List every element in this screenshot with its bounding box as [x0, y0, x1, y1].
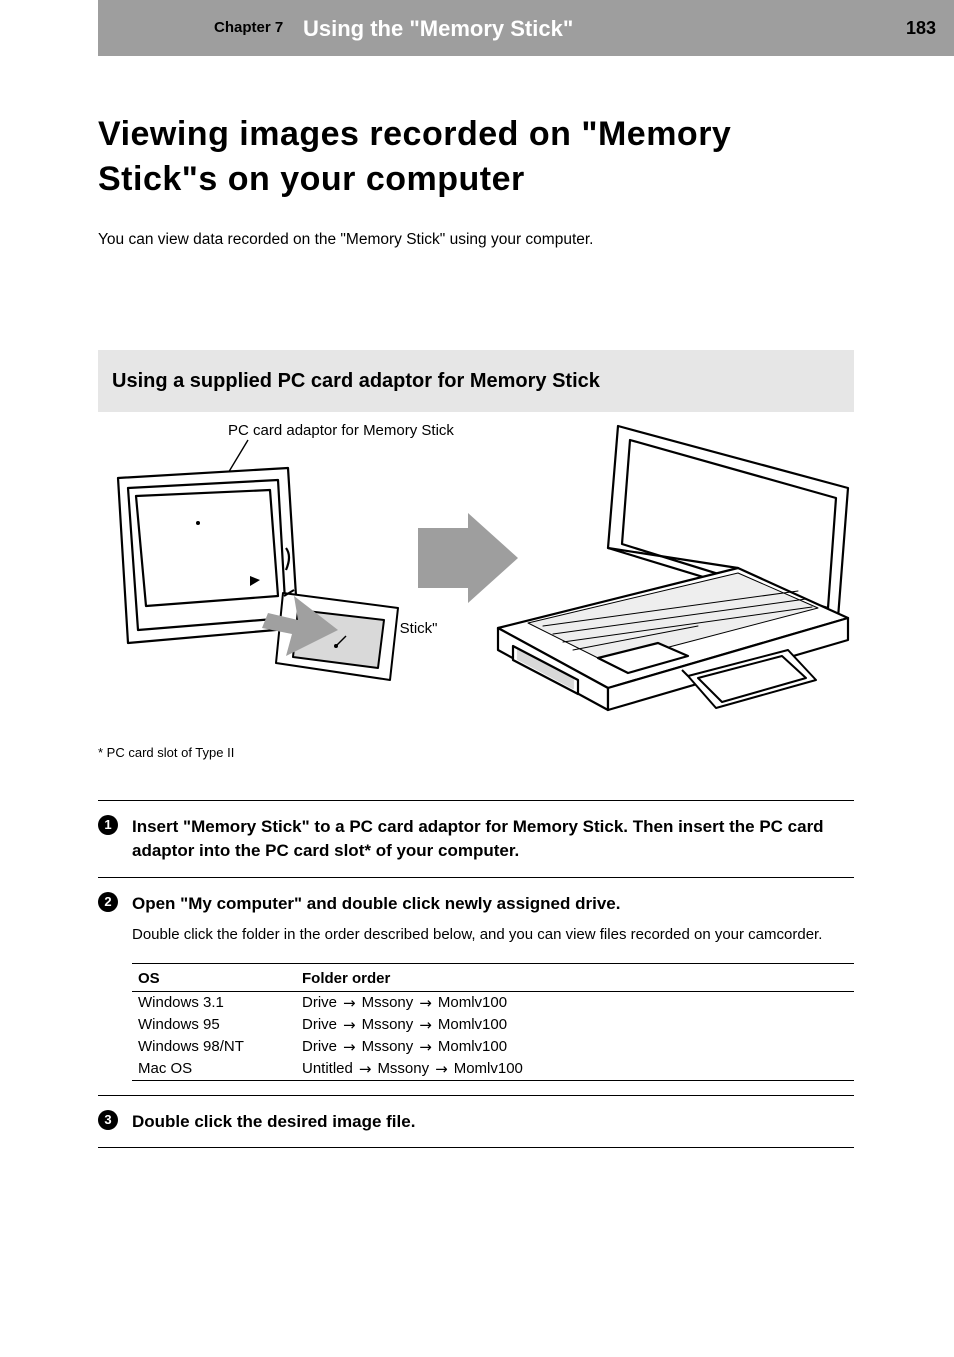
step-1-text: Insert "Memory Stick" to a PC card adapt…	[132, 815, 854, 863]
arrow-icon: →	[343, 1038, 356, 1056]
folder-part-1: Untitled	[302, 1060, 353, 1077]
page: 183 Chapter 7 Using the "Memory Stick" V…	[0, 0, 954, 1357]
table-row: Windows 98/NT Drive → Mssony → Momlv100	[132, 1036, 854, 1058]
table-row: Windows 95 Drive → Mssony → Momlv100	[132, 1014, 854, 1036]
arrow-icon: →	[435, 1060, 448, 1078]
chapter-number: Chapter 7	[214, 19, 283, 36]
step-3: 3 Double click the desired image file.	[98, 1095, 854, 1149]
folder-part-3: Momlv100	[438, 1038, 507, 1055]
section-heading: Using a supplied PC card adaptor for Mem…	[98, 350, 854, 412]
illustration-area: PC card adaptor for Memory Stick "Memory…	[98, 418, 854, 738]
page-title-line2: Stick"s on your computer	[98, 160, 525, 199]
folder-part-1: Drive	[302, 1016, 337, 1033]
arrow-icon: →	[343, 1016, 356, 1034]
table-header-os: OS	[132, 970, 302, 987]
cell-folder-order: Drive → Mssony → Momlv100	[302, 1016, 854, 1034]
step-1: 1 Insert "Memory Stick" to a PC card ada…	[98, 800, 854, 877]
page-title-line1: Viewing images recorded on "Memory	[98, 115, 731, 154]
folder-order-table: OS Folder order Windows 3.1 Drive → Msso…	[132, 963, 854, 1081]
chapter-title: Using the "Memory Stick"	[303, 16, 573, 42]
table-header-row: OS Folder order	[132, 964, 854, 992]
arrow-icon: →	[419, 994, 432, 1012]
table-row: Mac OS Untitled → Mssony → Momlv100	[132, 1058, 854, 1080]
step-bullet-2: 2	[98, 892, 118, 912]
cell-folder-order: Drive → Mssony → Momlv100	[302, 1038, 854, 1056]
intro-paragraph: You can view data recorded on the "Memor…	[98, 228, 854, 252]
cell-os: Windows 95	[132, 1016, 302, 1034]
arrow-icon: →	[419, 1038, 432, 1056]
step-2-body: Double click the folder in the order des…	[132, 923, 854, 946]
arrow-icon: →	[343, 994, 356, 1012]
cell-folder-order: Drive → Mssony → Momlv100	[302, 994, 854, 1012]
section-heading-text: Using a supplied PC card adaptor for Mem…	[112, 370, 600, 393]
folder-part-2: Mssony	[362, 994, 414, 1011]
step-bullet-1: 1	[98, 815, 118, 835]
table-row: Windows 3.1 Drive → Mssony → Momlv100	[132, 992, 854, 1014]
step-bullet-3: 3	[98, 1110, 118, 1130]
folder-part-3: Momlv100	[454, 1060, 523, 1077]
step-3-text: Double click the desired image file.	[132, 1110, 854, 1134]
illustration-svg	[98, 418, 858, 738]
folder-part-2: Mssony	[362, 1038, 414, 1055]
folder-part-3: Momlv100	[438, 1016, 507, 1033]
steps-list: 1 Insert "Memory Stick" to a PC card ada…	[98, 800, 854, 1148]
step-2: 2 Open "My computer" and double click ne…	[98, 877, 854, 1095]
page-number: 183	[906, 18, 936, 39]
folder-part-1: Drive	[302, 1038, 337, 1055]
arrow-icon: →	[359, 1060, 372, 1078]
cell-folder-order: Untitled → Mssony → Momlv100	[302, 1060, 854, 1078]
folder-part-3: Momlv100	[438, 994, 507, 1011]
cell-os: Mac OS	[132, 1060, 302, 1078]
cell-os: Windows 98/NT	[132, 1038, 302, 1056]
footnote-pc-card-slot: * PC card slot of Type II	[98, 745, 854, 760]
chapter-header-bar: 183 Chapter 7 Using the "Memory Stick"	[98, 0, 954, 56]
folder-part-1: Drive	[302, 994, 337, 1011]
folder-part-2: Mssony	[377, 1060, 429, 1077]
table-header-folder-order: Folder order	[302, 970, 854, 987]
folder-part-2: Mssony	[362, 1016, 414, 1033]
arrow-icon: →	[419, 1016, 432, 1034]
step-2-heading: Open "My computer" and double click newl…	[132, 892, 854, 916]
cell-os: Windows 3.1	[132, 994, 302, 1012]
